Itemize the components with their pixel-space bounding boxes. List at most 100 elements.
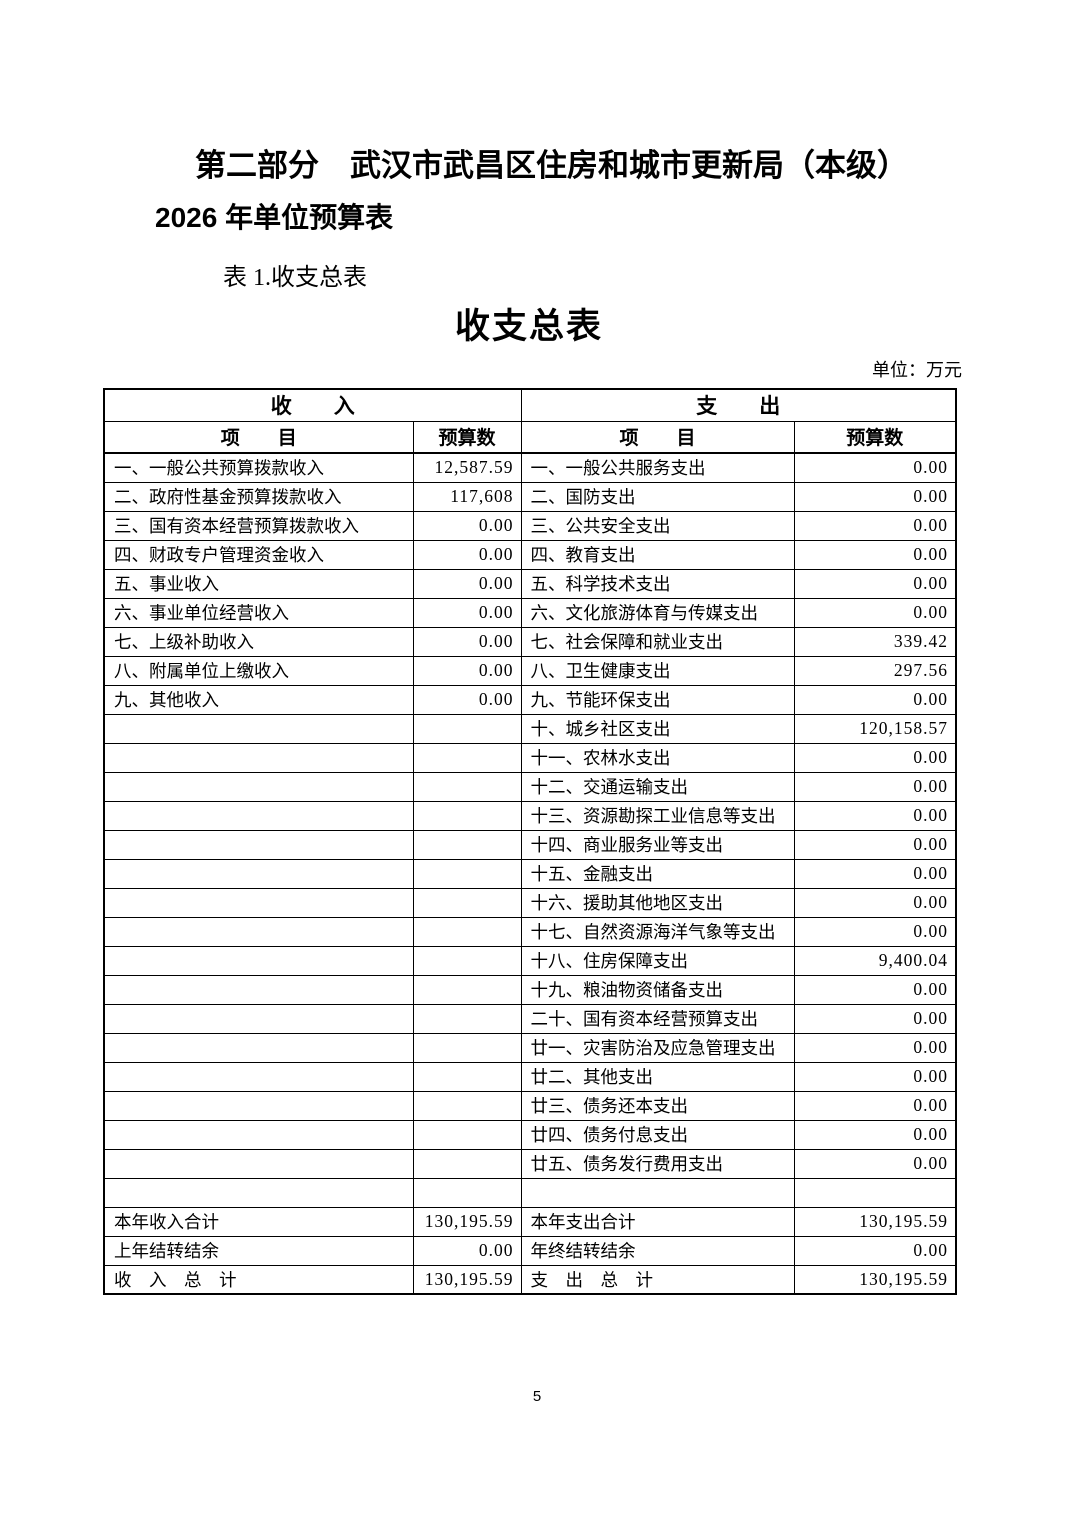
income-item-cell: 七、上级补助收入 <box>103 626 414 657</box>
table-column-header-row: 项 目 预算数 项 目 预算数 <box>103 420 957 454</box>
expense-item-cell <box>520 1177 795 1208</box>
table-row: 本年收入合计 130,195.59 本年支出合计 130,195.59 <box>103 1206 957 1237</box>
income-item-cell <box>103 1032 414 1063</box>
table-row: 五、事业收入 0.00 五、科学技术支出 0.00 <box>103 568 957 599</box>
table-caption: 表 1.收支总表 <box>223 265 367 291</box>
expense-value-cell: 0.00 <box>793 684 957 715</box>
expense-item-cell: 十八、住房保障支出 <box>520 945 795 976</box>
income-value-cell: 12,587.59 <box>412 452 522 483</box>
expense-group-header: 支 出 <box>520 388 957 422</box>
income-item-cell: 一、一般公共预算拨款收入 <box>103 452 414 483</box>
income-item-cell <box>103 1177 414 1208</box>
expense-value-cell: 0.00 <box>793 568 957 599</box>
income-item-cell <box>103 829 414 860</box>
income-value-cell <box>412 916 522 947</box>
income-item-cell <box>103 713 414 744</box>
income-item-cell: 二、政府性基金预算拨款收入 <box>103 481 414 512</box>
section-title: 第二部分 武汉市武昌区住房和城市更新局（本级） <box>195 148 908 183</box>
expense-item-cell: 六、文化旅游体育与传媒支出 <box>520 597 795 628</box>
table-row: 七、上级补助收入 0.00 七、社会保障和就业支出 339.42 <box>103 626 957 657</box>
table-row: 十五、金融支出 0.00 <box>103 858 957 889</box>
expense-value-cell: 0.00 <box>793 742 957 773</box>
income-value-cell <box>412 974 522 1005</box>
income-value-cell: 0.00 <box>412 655 522 686</box>
income-value-cell: 0.00 <box>412 510 522 541</box>
income-value-cell <box>412 713 522 744</box>
income-value-cell: 117,608 <box>412 481 522 512</box>
expense-value-cell: 0.00 <box>793 1003 957 1034</box>
income-value-cell <box>412 1032 522 1063</box>
table-row: 十二、交通运输支出 0.00 <box>103 771 957 802</box>
table-row: 收 入 总 计 130,195.59 支 出 总 计 130,195.59 <box>103 1264 957 1295</box>
table-row: 二、政府性基金预算拨款收入 117,608 二、国防支出 0.00 <box>103 481 957 512</box>
table-row: 十九、粮油物资储备支出 0.00 <box>103 974 957 1005</box>
expense-item-cell: 本年支出合计 <box>520 1206 795 1237</box>
expense-value-cell: 130,195.59 <box>793 1206 957 1237</box>
expense-item-cell: 支 出 总 计 <box>520 1264 795 1295</box>
table-row: 九、其他收入 0.00 九、节能环保支出 0.00 <box>103 684 957 715</box>
expense-value-cell: 297.56 <box>793 655 957 686</box>
expense-item-cell: 十三、资源勘探工业信息等支出 <box>520 800 795 831</box>
expense-item-cell: 十五、金融支出 <box>520 858 795 889</box>
income-item-column-header: 项 目 <box>103 420 414 454</box>
income-item-cell: 九、其他收入 <box>103 684 414 715</box>
expense-value-cell: 0.00 <box>793 1032 957 1063</box>
table-row: 十四、商业服务业等支出 0.00 <box>103 829 957 860</box>
table-row: 廿一、灾害防治及应急管理支出 0.00 <box>103 1032 957 1063</box>
expense-value-cell: 0.00 <box>793 800 957 831</box>
expense-value-cell: 0.00 <box>793 539 957 570</box>
income-item-cell <box>103 742 414 773</box>
income-item-cell <box>103 945 414 976</box>
table-row: 十七、自然资源海洋气象等支出 0.00 <box>103 916 957 947</box>
income-item-cell <box>103 1061 414 1092</box>
table-row: 十八、住房保障支出 9,400.04 <box>103 945 957 976</box>
expense-item-cell: 十一、农林水支出 <box>520 742 795 773</box>
income-value-cell <box>412 858 522 889</box>
income-item-cell: 上年结转结余 <box>103 1235 414 1266</box>
expense-value-cell: 0.00 <box>793 1119 957 1150</box>
income-value-cell <box>412 800 522 831</box>
expense-value-cell: 0.00 <box>793 829 957 860</box>
expense-value-cell: 0.00 <box>793 597 957 628</box>
income-item-cell <box>103 771 414 802</box>
expense-value-cell: 0.00 <box>793 1061 957 1092</box>
income-value-cell: 0.00 <box>412 597 522 628</box>
income-item-cell <box>103 800 414 831</box>
expense-item-cell: 十、城乡社区支出 <box>520 713 795 744</box>
income-value-cell <box>412 1119 522 1150</box>
expense-value-cell: 0.00 <box>793 1090 957 1121</box>
expense-item-cell: 廿五、债务发行费用支出 <box>520 1148 795 1179</box>
income-budget-column-header: 预算数 <box>412 420 522 454</box>
expense-budget-column-header: 预算数 <box>793 420 957 454</box>
income-item-cell <box>103 1119 414 1150</box>
expense-value-cell: 0.00 <box>793 916 957 947</box>
table-row: 三、国有资本经营预算拨款收入 0.00 三、公共安全支出 0.00 <box>103 510 957 541</box>
income-item-cell <box>103 858 414 889</box>
expense-item-cell: 廿一、灾害防治及应急管理支出 <box>520 1032 795 1063</box>
table-row: 十一、农林水支出 0.00 <box>103 742 957 773</box>
income-item-cell: 八、附属单位上缴收入 <box>103 655 414 686</box>
expense-value-cell: 0.00 <box>793 858 957 889</box>
income-item-cell <box>103 1090 414 1121</box>
expense-value-cell: 0.00 <box>793 510 957 541</box>
income-group-header: 收 入 <box>103 388 522 422</box>
budget-table-subtitle: 2026 年单位预算表 <box>155 202 394 233</box>
income-value-cell: 130,195.59 <box>412 1264 522 1295</box>
expense-item-cell: 一、一般公共服务支出 <box>520 452 795 483</box>
table-row: 廿二、其他支出 0.00 <box>103 1061 957 1092</box>
expense-item-cell: 廿四、债务付息支出 <box>520 1119 795 1150</box>
expense-value-cell: 0.00 <box>793 974 957 1005</box>
expense-value-cell: 0.00 <box>793 887 957 918</box>
expense-item-cell: 十七、自然资源海洋气象等支出 <box>520 916 795 947</box>
expense-value-cell: 0.00 <box>793 771 957 802</box>
income-value-cell: 0.00 <box>412 684 522 715</box>
income-value-cell <box>412 742 522 773</box>
income-value-cell: 0.00 <box>412 626 522 657</box>
income-value-cell: 0.00 <box>412 539 522 570</box>
expense-value-cell: 9,400.04 <box>793 945 957 976</box>
income-item-cell <box>103 916 414 947</box>
expense-item-cell: 九、节能环保支出 <box>520 684 795 715</box>
expense-value-cell: 0.00 <box>793 1235 957 1266</box>
income-value-cell <box>412 1177 522 1208</box>
